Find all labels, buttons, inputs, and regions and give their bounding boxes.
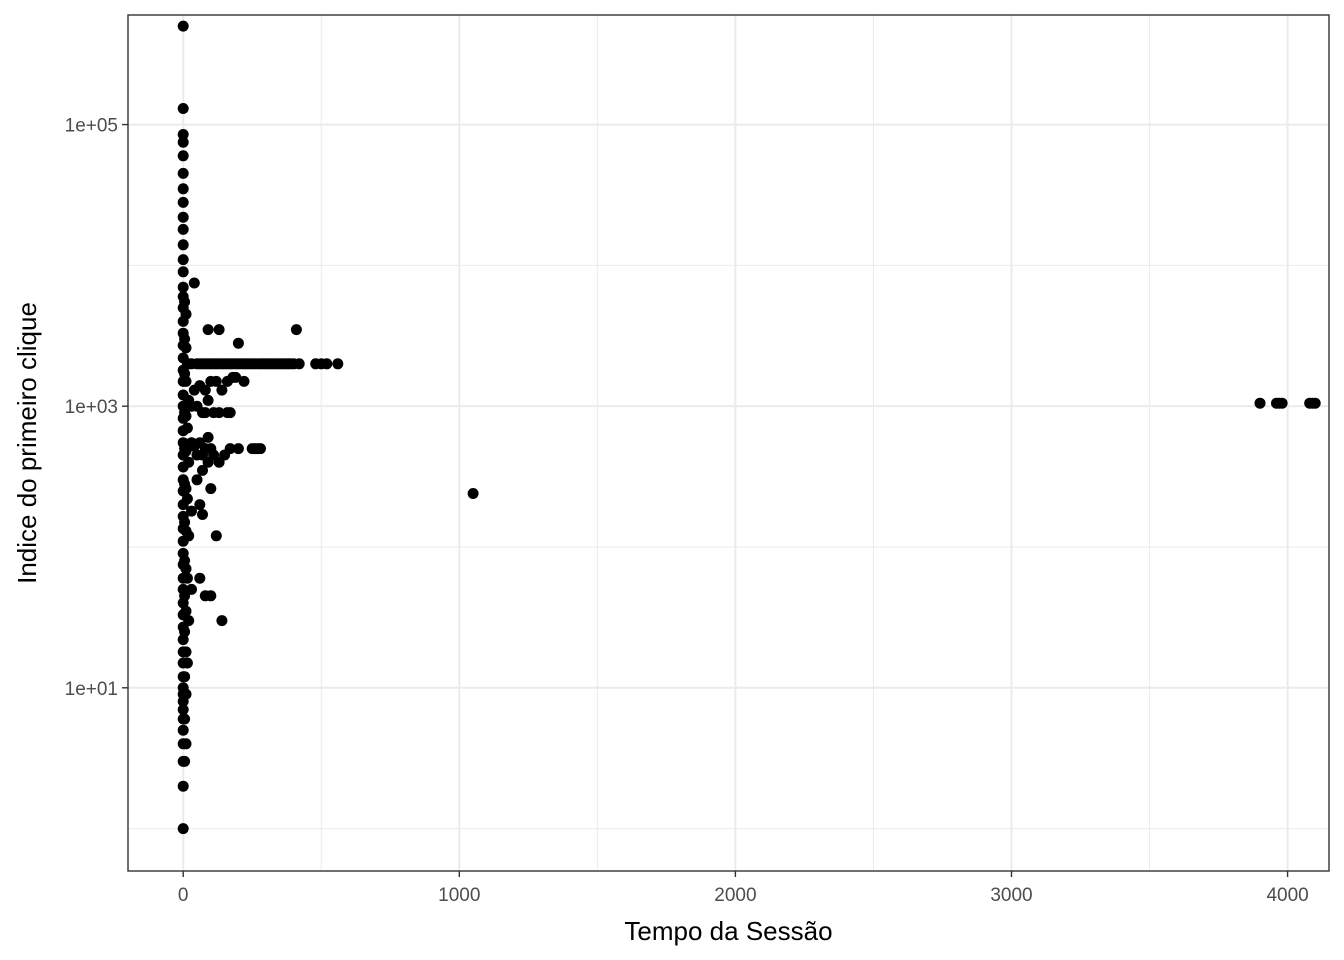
data-point xyxy=(197,464,208,476)
data-point xyxy=(180,410,192,422)
data-point xyxy=(181,493,193,505)
data-point xyxy=(180,605,192,617)
data-point xyxy=(177,724,189,736)
data-point xyxy=(467,488,479,499)
x-tick-label: 0 xyxy=(178,885,189,906)
data-point xyxy=(180,445,192,457)
data-point xyxy=(197,509,208,520)
y-tick-label: 1e+05 xyxy=(65,116,118,137)
data-point xyxy=(177,266,189,278)
x-tick-label: 2000 xyxy=(714,885,756,906)
data-point xyxy=(194,572,206,584)
data-point xyxy=(205,483,217,495)
data-point xyxy=(177,211,189,223)
data-point xyxy=(177,136,189,148)
data-point xyxy=(1254,397,1266,409)
data-point xyxy=(179,671,191,683)
data-point xyxy=(216,615,228,627)
data-point xyxy=(321,358,333,370)
y-tick-label: 1e+03 xyxy=(65,397,118,418)
data-point xyxy=(179,590,191,602)
data-point xyxy=(179,713,191,725)
data-point xyxy=(181,572,193,584)
data-point xyxy=(179,516,191,528)
data-point xyxy=(213,407,225,419)
data-point xyxy=(177,223,189,235)
data-point xyxy=(216,384,228,396)
data-point xyxy=(177,254,189,266)
data-point xyxy=(179,755,191,767)
data-point xyxy=(232,337,244,349)
data-point xyxy=(224,443,236,455)
data-point xyxy=(180,483,192,495)
data-point xyxy=(210,375,222,387)
data-points xyxy=(177,20,1321,835)
data-point xyxy=(188,277,200,289)
data-point xyxy=(191,474,203,486)
y-axis-ticks: 1e+01 1e+03 1e+05 xyxy=(65,116,128,700)
x-tick-label: 4000 xyxy=(1266,885,1308,906)
y-tick-label: 1e+01 xyxy=(65,679,118,700)
data-point xyxy=(181,657,193,669)
data-point xyxy=(194,499,206,511)
data-point xyxy=(177,20,189,32)
data-point xyxy=(213,324,225,336)
data-point xyxy=(180,308,192,320)
data-point xyxy=(1276,397,1288,409)
x-tick-label: 1000 xyxy=(438,885,480,906)
data-point xyxy=(1309,397,1321,409)
data-point xyxy=(179,296,191,308)
data-point xyxy=(199,384,211,396)
data-point xyxy=(202,324,214,336)
data-point xyxy=(180,738,192,750)
data-point xyxy=(180,563,192,575)
data-point xyxy=(179,626,191,638)
data-point xyxy=(183,530,195,542)
data-point xyxy=(186,505,197,517)
data-point xyxy=(180,375,192,387)
data-point xyxy=(202,431,214,443)
data-point xyxy=(177,183,189,195)
data-point xyxy=(332,358,344,370)
data-point xyxy=(232,443,244,455)
data-point xyxy=(180,646,192,658)
data-point xyxy=(177,704,189,716)
x-axis-ticks: 0 1000 2000 3000 4000 xyxy=(178,871,1309,906)
data-point xyxy=(183,456,195,468)
data-point xyxy=(255,443,266,455)
data-point xyxy=(224,407,236,419)
y-axis-title: Indice do primeiro clique xyxy=(12,302,42,584)
data-point xyxy=(177,196,189,208)
data-point xyxy=(179,555,191,567)
data-point xyxy=(180,688,192,700)
data-point xyxy=(177,239,189,251)
data-point xyxy=(177,167,189,179)
x-axis-title: Tempo da Sessão xyxy=(624,916,832,946)
data-point xyxy=(202,394,214,406)
data-point xyxy=(293,358,305,370)
data-point xyxy=(181,422,193,434)
data-point xyxy=(177,150,189,162)
data-point xyxy=(230,371,242,383)
data-point xyxy=(177,129,189,140)
data-point xyxy=(179,333,191,345)
data-point xyxy=(199,407,211,419)
panel-border xyxy=(127,14,1330,872)
data-point xyxy=(210,530,222,542)
data-point xyxy=(238,375,250,387)
data-point xyxy=(180,342,192,354)
data-point xyxy=(177,780,189,792)
data-point xyxy=(177,103,189,114)
data-point xyxy=(290,324,302,336)
data-point xyxy=(186,583,197,595)
data-point xyxy=(177,281,189,293)
data-point xyxy=(205,590,217,602)
data-point xyxy=(183,615,195,627)
x-tick-label: 3000 xyxy=(990,885,1032,906)
data-point xyxy=(177,823,189,835)
